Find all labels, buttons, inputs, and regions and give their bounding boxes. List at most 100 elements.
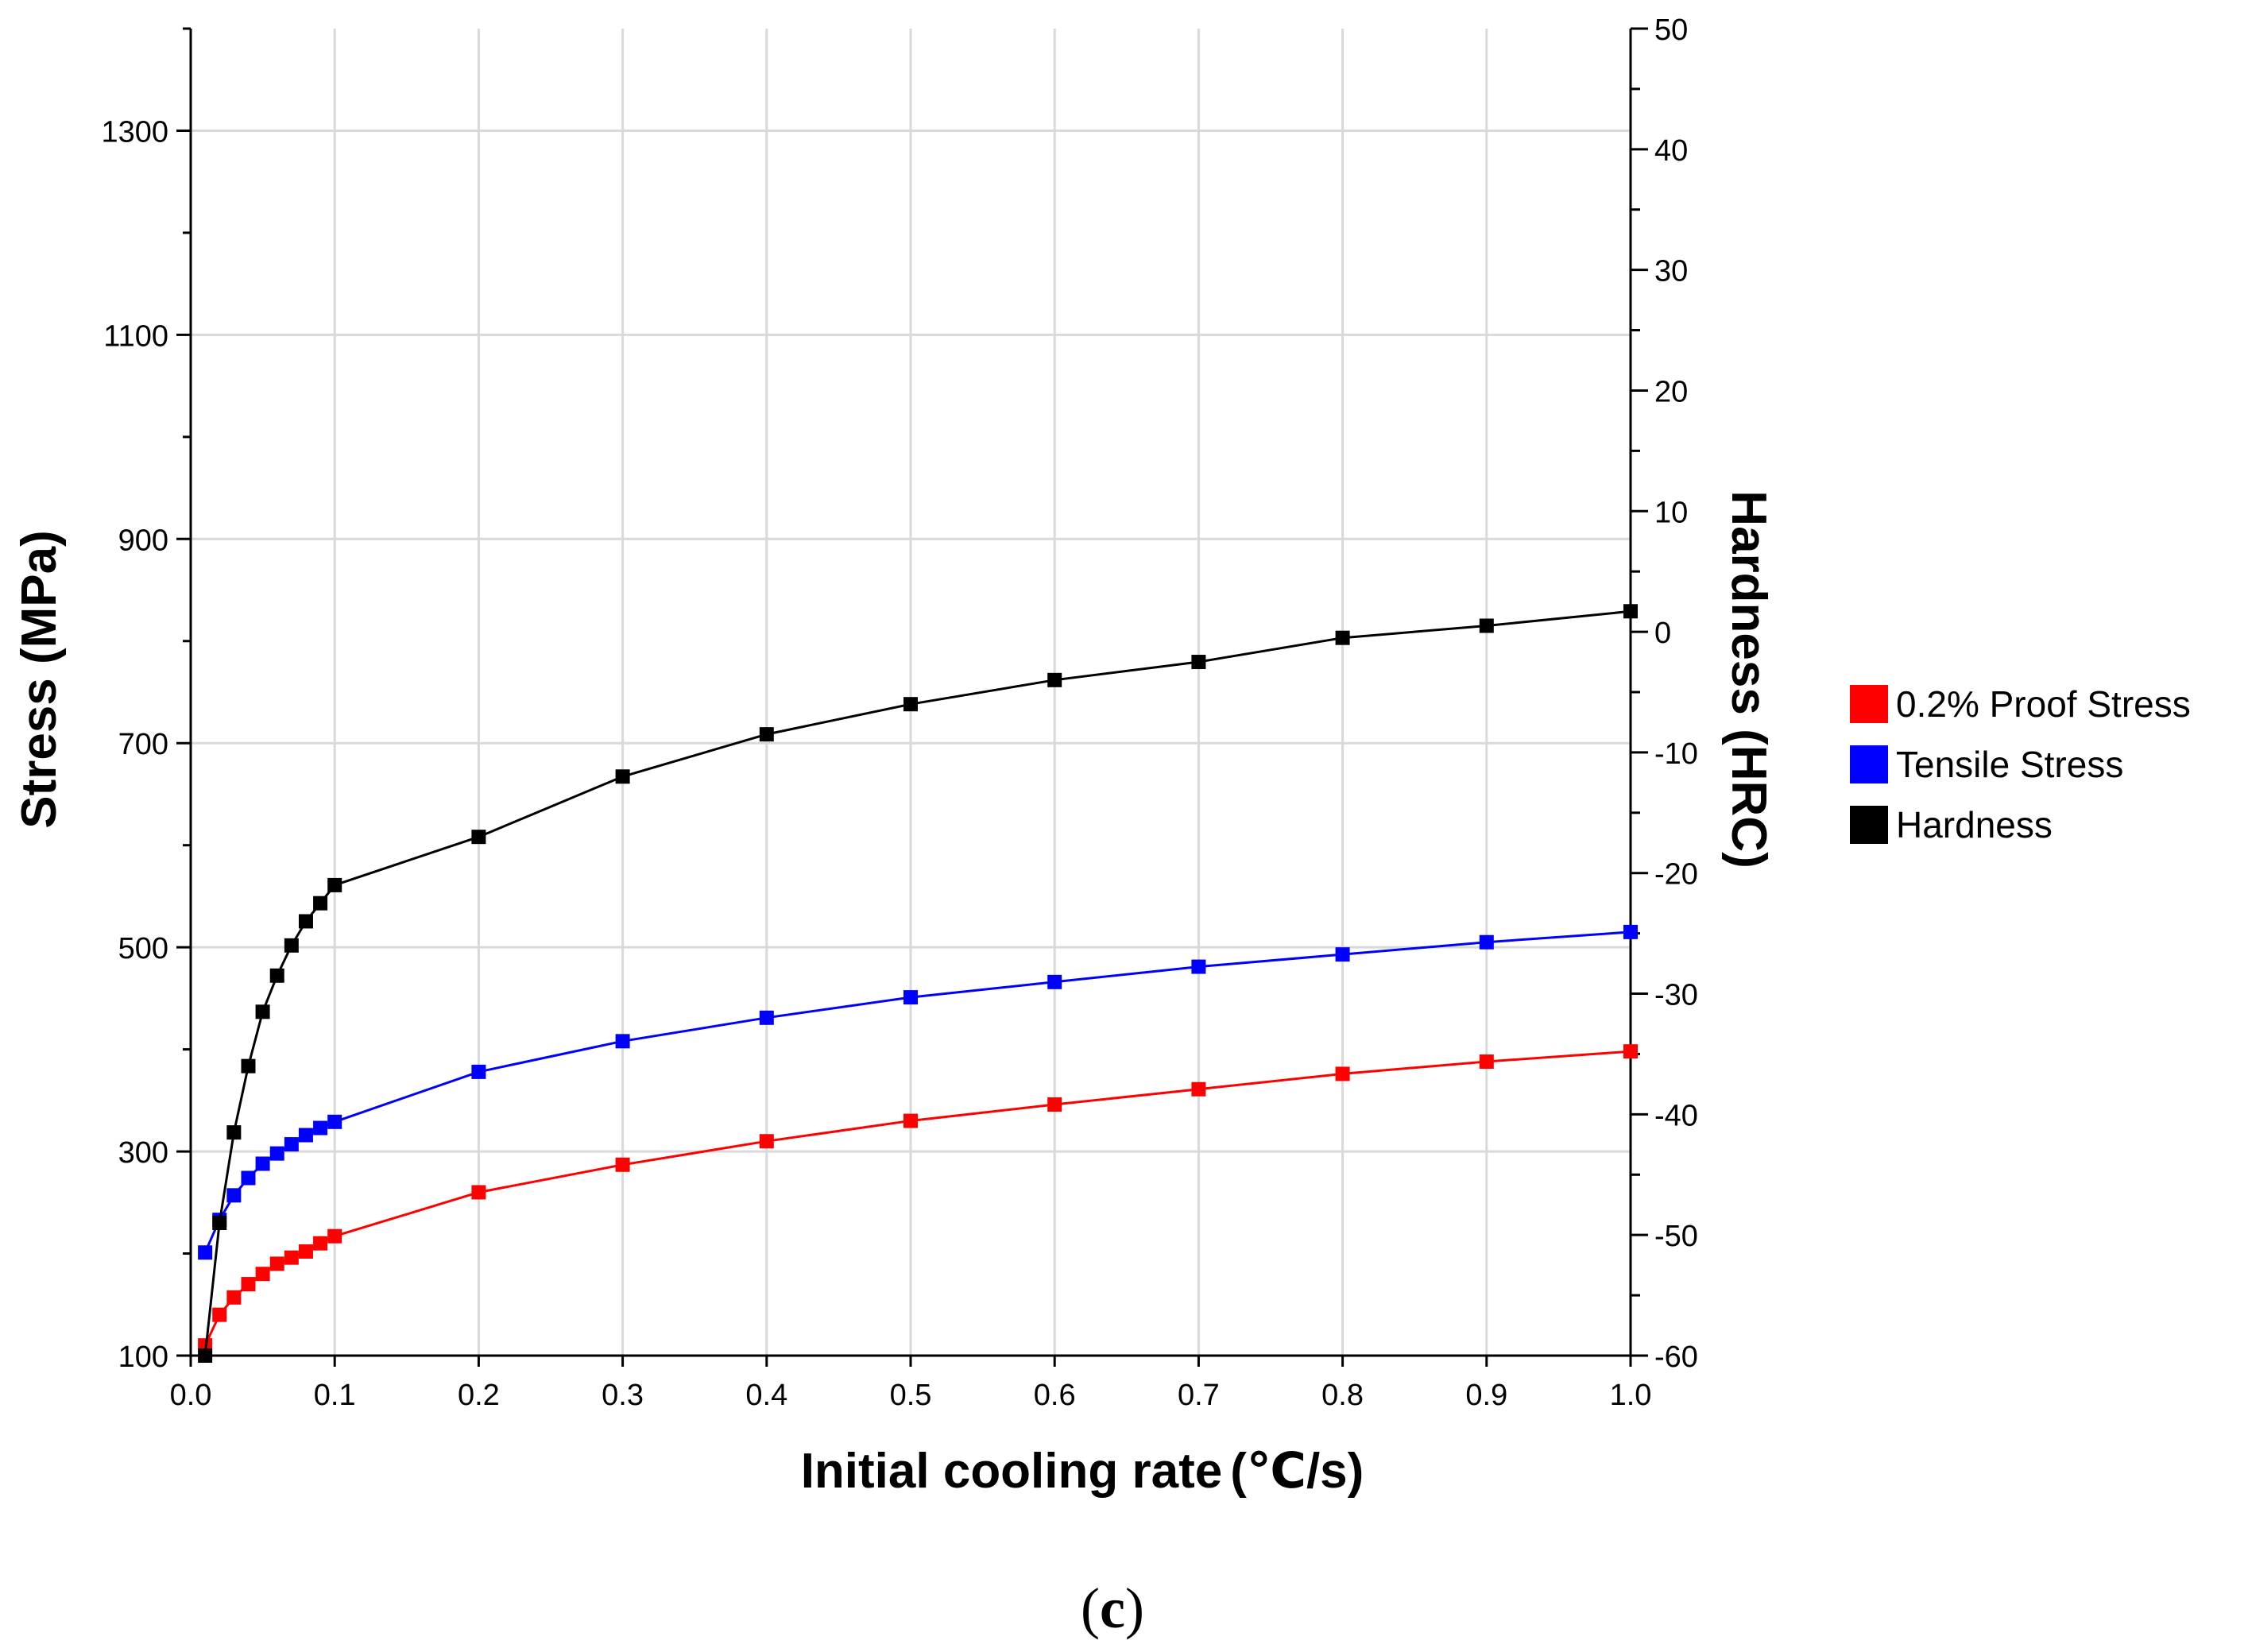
x-tick-label: 0.3 — [602, 1379, 644, 1412]
grid-lines — [191, 29, 1631, 1356]
y-right-tick-label: -50 — [1654, 1220, 1698, 1253]
data-point — [226, 1188, 242, 1203]
data-point — [1623, 1044, 1638, 1059]
y-left-tick-label: 900 — [118, 524, 168, 557]
data-point — [1191, 959, 1206, 974]
caption-open-paren: ( — [1081, 1577, 1100, 1640]
y-right-axis-ticks: -60 -50 -40 -30 -20 -10 0 10 20 30 40 50 — [1631, 14, 1698, 1374]
figure-caption: (c) — [1081, 1577, 1144, 1640]
y-right-tick-label: -20 — [1654, 858, 1698, 892]
data-point — [284, 938, 299, 953]
data-point — [198, 1348, 213, 1363]
data-point — [903, 697, 918, 712]
x-tick-label: 0.4 — [745, 1379, 787, 1412]
y-left-tick-label: 1300 — [101, 115, 168, 149]
data-point — [1047, 974, 1062, 989]
x-tick-label: 0.7 — [1178, 1379, 1220, 1412]
data-point — [471, 830, 486, 845]
legend-label: 0.2% Proof Stress — [1896, 683, 2191, 725]
data-point — [1335, 947, 1350, 962]
caption-letter: c — [1100, 1577, 1125, 1640]
data-point — [1623, 924, 1638, 939]
data-point — [759, 1010, 774, 1025]
data-point — [1191, 1081, 1206, 1097]
y-left-tick-label: 100 — [118, 1341, 168, 1374]
y-right-tick-label: -40 — [1654, 1099, 1698, 1132]
data-point — [255, 1004, 270, 1019]
data-point — [1047, 672, 1062, 687]
data-point — [241, 1058, 256, 1074]
data-point — [298, 1128, 313, 1143]
caption-close-paren: ) — [1125, 1577, 1144, 1640]
y-right-tick-label: 0 — [1654, 617, 1671, 650]
data-point — [198, 1245, 213, 1260]
data-point — [1047, 1097, 1062, 1112]
data-point — [615, 1034, 630, 1049]
y-right-tick-label: -10 — [1654, 737, 1698, 771]
x-axis-ticks: 0.0 0.1 0.2 0.3 0.4 0.5 0.6 0.7 0.8 0.9 1.0 — [170, 1356, 1652, 1412]
y-right-tick-label: 30 — [1654, 255, 1688, 288]
y-right-tick-label: 50 — [1654, 14, 1688, 47]
data-point — [241, 1170, 256, 1186]
data-point — [1623, 604, 1638, 619]
data-point — [269, 1256, 284, 1271]
data-point — [327, 1228, 342, 1244]
legend: 0.2% Proof Stress Tensile Stress Hardness — [1850, 683, 2191, 845]
data-point — [1191, 655, 1206, 670]
y-left-axis-ticks: 100 300 500 700 900 1100 1300 — [101, 27, 191, 1374]
data-point — [759, 1134, 774, 1149]
legend-label: Tensile Stress — [1896, 744, 2123, 785]
data-point — [226, 1290, 242, 1305]
x-tick-label: 0.2 — [458, 1379, 500, 1412]
y-right-tick-label: 40 — [1654, 134, 1688, 168]
data-point — [241, 1277, 256, 1292]
data-point — [327, 877, 342, 892]
data-point — [327, 1114, 342, 1129]
x-tick-label: 0.6 — [1034, 1379, 1076, 1412]
data-point — [212, 1307, 227, 1322]
data-point — [1479, 1054, 1494, 1070]
x-axis-title: Initial cooling rate (℃/s) — [801, 1444, 1364, 1499]
data-point — [1335, 1066, 1350, 1081]
x-tick-label: 1.0 — [1610, 1379, 1652, 1412]
x-tick-label: 0.5 — [890, 1379, 932, 1412]
data-point — [759, 727, 774, 742]
data-point — [313, 896, 328, 911]
y-right-tick-label: -60 — [1654, 1341, 1698, 1374]
data-point — [226, 1125, 242, 1140]
y-left-tick-label: 1100 — [103, 319, 168, 353]
data-point — [471, 1185, 486, 1200]
data-point — [269, 1146, 284, 1161]
y-right-tick-label: -30 — [1654, 979, 1698, 1012]
y-right-axis-title: Hardness (HRC) — [1721, 490, 1776, 868]
data-point — [903, 1113, 918, 1128]
x-axis-title-unit: (℃/s) — [1230, 1444, 1364, 1499]
y-left-tick-label: 700 — [118, 728, 168, 761]
data-point — [284, 1250, 299, 1265]
data-point — [269, 968, 284, 983]
data-point — [615, 1157, 630, 1172]
data-point — [1479, 934, 1494, 950]
data-point — [1335, 630, 1350, 645]
data-point — [255, 1267, 270, 1282]
x-tick-label: 0.8 — [1321, 1379, 1364, 1412]
x-axis-title-text: Initial cooling rate — [801, 1444, 1223, 1499]
y-right-tick-label: 20 — [1654, 375, 1688, 408]
x-tick-label: 0.0 — [170, 1379, 212, 1412]
data-point — [471, 1064, 486, 1079]
x-tick-label: 0.1 — [314, 1379, 356, 1412]
data-point — [255, 1156, 270, 1171]
legend-swatch — [1850, 806, 1888, 844]
y-right-tick-label: 10 — [1654, 496, 1688, 529]
y-left-axis-title: Stress (MPa) — [12, 530, 67, 829]
data-point — [298, 1244, 313, 1259]
y-left-tick-label: 300 — [118, 1136, 168, 1170]
data-point — [903, 990, 918, 1005]
y-left-tick-label: 500 — [118, 932, 168, 965]
data-point — [1479, 618, 1494, 633]
data-point — [313, 1120, 328, 1136]
legend-label: Hardness — [1896, 804, 2053, 845]
data-point — [284, 1137, 299, 1152]
data-point — [298, 914, 313, 929]
